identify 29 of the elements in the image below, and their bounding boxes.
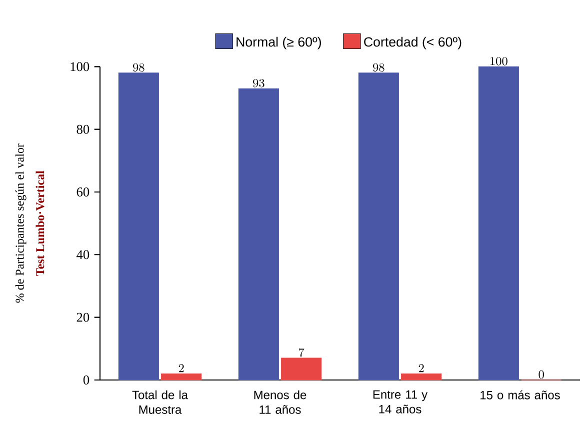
legend-label: Normal (≥ 60º) bbox=[236, 36, 321, 50]
data-label: 0 bbox=[538, 370, 544, 379]
x-tick-label: Total de la Muestra bbox=[132, 390, 188, 414]
bar bbox=[161, 373, 202, 380]
bar bbox=[118, 72, 159, 380]
x-tick-label: Menos de 11 años bbox=[254, 390, 306, 414]
legend-label: Cortedad (< 60º) bbox=[364, 36, 462, 50]
data-label: 93 bbox=[253, 79, 264, 88]
data-label: 2 bbox=[178, 364, 184, 372]
x-tick-label: 15 o más años bbox=[480, 390, 560, 400]
bar bbox=[358, 72, 399, 380]
y-axis-title: % de Participantes según el valor bbox=[15, 144, 26, 303]
y-tick-label: 20 bbox=[76, 312, 90, 322]
bar bbox=[238, 88, 279, 380]
y-tick-label: 40 bbox=[76, 250, 90, 260]
data-label: 98 bbox=[133, 63, 144, 72]
bar bbox=[401, 373, 442, 380]
y-tick-label: 100 bbox=[70, 62, 90, 72]
bar bbox=[478, 66, 519, 380]
data-label: 7 bbox=[298, 348, 304, 357]
y-tick-label: 60 bbox=[76, 187, 90, 196]
data-label: 98 bbox=[373, 63, 384, 72]
y-tick-label: 80 bbox=[76, 124, 90, 134]
bar bbox=[281, 358, 322, 380]
text: Test Lumbo·Vertical bbox=[36, 170, 44, 276]
data-label: 100 bbox=[490, 57, 508, 66]
x-tick-label: Entre 11 y 14 años bbox=[373, 390, 428, 414]
data-label: 2 bbox=[418, 364, 424, 372]
y-tick-label: 0 bbox=[83, 375, 90, 384]
